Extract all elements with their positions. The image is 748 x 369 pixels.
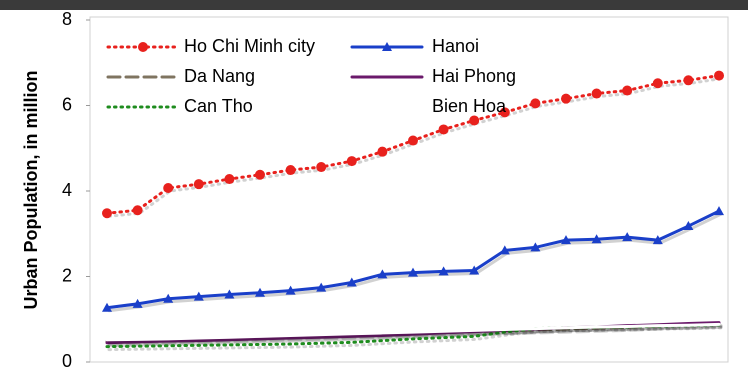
marker: [255, 287, 265, 297]
shadow: [107, 324, 723, 348]
marker: [683, 75, 694, 86]
top-bar: [0, 0, 748, 10]
shadow: [107, 325, 723, 345]
marker: [102, 302, 112, 312]
marker: [652, 78, 663, 89]
marker: [285, 165, 296, 176]
marker: [561, 235, 571, 245]
marker: [102, 208, 112, 219]
legend-label: Hai Phong: [432, 66, 516, 86]
legend-label: Bien Hoa: [432, 96, 507, 116]
y-tick-label: 0: [62, 351, 72, 369]
shadow: [107, 326, 723, 352]
marker: [193, 291, 204, 301]
legend-label: Can Tho: [184, 96, 253, 116]
marker: [193, 179, 204, 190]
marker: [285, 285, 296, 295]
marker: [377, 269, 388, 279]
marker: [132, 298, 143, 308]
marker: [316, 282, 327, 292]
marker: [346, 156, 357, 167]
series-line: [105, 323, 721, 349]
marker: [499, 107, 510, 118]
marker: [408, 135, 418, 146]
marker: [438, 266, 449, 276]
marker: [163, 293, 174, 303]
marker: [346, 277, 357, 287]
marker: [163, 183, 174, 194]
marker: [622, 85, 633, 96]
marker: [652, 235, 663, 245]
marker: [622, 232, 633, 242]
legend-label: Hanoi: [432, 36, 479, 56]
marker: [382, 42, 392, 51]
marker: [224, 289, 235, 299]
marker: [408, 267, 418, 277]
marker: [469, 265, 480, 275]
marker: [499, 245, 510, 255]
shadow: [107, 325, 723, 346]
legend-label: Da Nang: [184, 66, 255, 86]
marker: [683, 221, 694, 231]
series-line: [105, 322, 721, 342]
marker: [714, 70, 724, 81]
marker: [224, 174, 235, 185]
marker: [714, 206, 724, 216]
y-axis-label: Urban Population, in million: [21, 71, 41, 310]
marker: [530, 242, 541, 252]
plot-area: [89, 16, 729, 363]
marker: [469, 115, 480, 126]
marker: [591, 234, 602, 244]
y-tick-label: 6: [62, 94, 72, 114]
legend-label: Ho Chi Minh city: [184, 36, 315, 56]
marker: [530, 98, 541, 109]
marker: [316, 162, 327, 173]
y-tick-label: 8: [62, 9, 72, 29]
y-tick-label: 2: [62, 265, 72, 285]
marker: [438, 124, 449, 135]
marker: [255, 169, 265, 180]
marker: [561, 93, 571, 104]
marker: [591, 88, 602, 99]
marker: [377, 146, 388, 157]
marker: [132, 205, 143, 216]
y-tick-label: 4: [62, 180, 72, 200]
marker: [138, 42, 148, 52]
